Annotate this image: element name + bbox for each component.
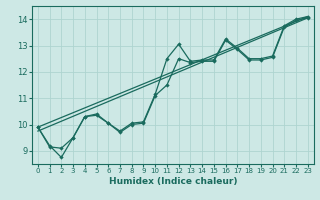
X-axis label: Humidex (Indice chaleur): Humidex (Indice chaleur) bbox=[108, 177, 237, 186]
